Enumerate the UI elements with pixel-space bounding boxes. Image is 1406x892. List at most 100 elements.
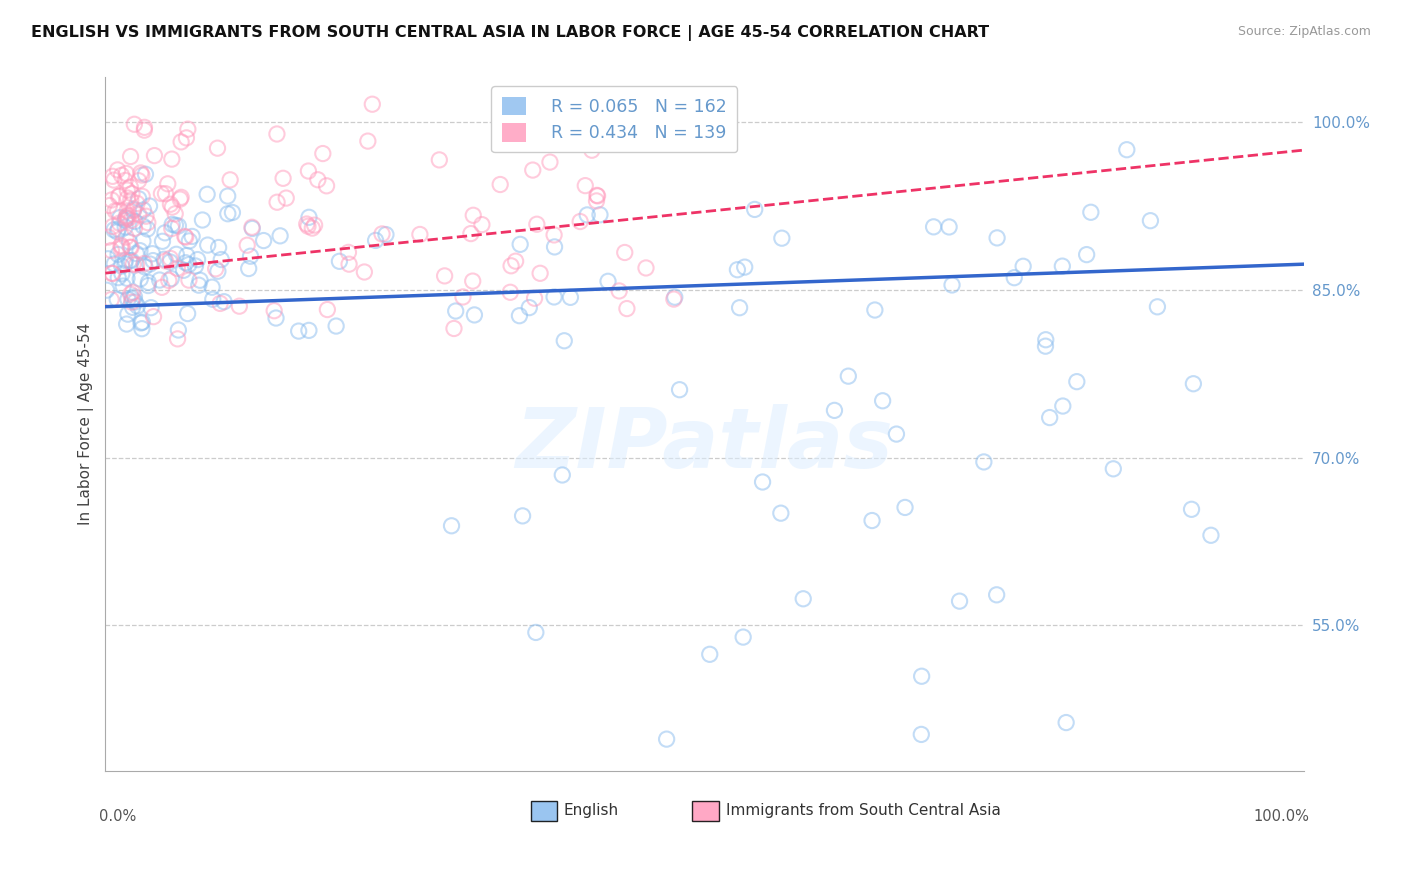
Point — [543, 290, 565, 304]
Point — [120, 240, 142, 254]
Point — [142, 310, 165, 324]
Point — [523, 291, 546, 305]
Point — [195, 187, 218, 202]
Point — [489, 178, 512, 192]
Point — [115, 203, 138, 218]
Point — [298, 211, 321, 225]
Point — [271, 171, 294, 186]
Point — [328, 254, 350, 268]
Point — [569, 214, 592, 228]
Point — [1066, 375, 1088, 389]
Point — [353, 265, 375, 279]
Point — [581, 143, 603, 157]
Point — [1199, 528, 1222, 542]
Point — [114, 173, 136, 187]
Point — [553, 334, 575, 348]
Point — [187, 252, 209, 267]
Point — [207, 141, 229, 155]
Point — [941, 277, 963, 292]
Point — [217, 207, 239, 221]
Point — [668, 383, 690, 397]
Point — [134, 120, 156, 135]
Point — [165, 247, 187, 261]
Point — [155, 186, 177, 201]
Point — [149, 273, 172, 287]
Point — [117, 191, 139, 205]
Point — [517, 301, 540, 315]
Point — [576, 208, 599, 222]
Point — [863, 303, 886, 318]
Point — [107, 204, 129, 219]
Point — [769, 506, 792, 520]
Point — [115, 166, 138, 180]
Point — [744, 202, 766, 217]
Point — [316, 302, 339, 317]
Point — [115, 210, 138, 224]
Point — [1115, 143, 1137, 157]
Point — [111, 259, 134, 273]
Point — [529, 266, 551, 280]
Point — [139, 257, 162, 271]
Point — [371, 227, 394, 241]
Point — [219, 173, 242, 187]
Point — [159, 197, 181, 211]
Point — [108, 188, 131, 202]
Point — [886, 427, 908, 442]
Point — [97, 230, 120, 244]
Point — [204, 261, 226, 276]
Point — [524, 625, 547, 640]
Point — [551, 467, 574, 482]
Point — [114, 219, 136, 234]
Point — [139, 301, 162, 315]
Point — [97, 252, 120, 266]
Point — [451, 290, 474, 304]
Point — [986, 231, 1008, 245]
Text: ENGLISH VS IMMIGRANTS FROM SOUTH CENTRAL ASIA IN LABOR FORCE | AGE 45-54 CORRELA: ENGLISH VS IMMIGRANTS FROM SOUTH CENTRAL… — [31, 25, 988, 41]
Point — [176, 131, 198, 145]
Point — [1054, 715, 1077, 730]
Point — [117, 209, 139, 223]
Point — [127, 299, 149, 313]
Text: Immigrants from South Central Asia: Immigrants from South Central Asia — [725, 804, 1001, 819]
Point — [463, 308, 485, 322]
Point — [120, 180, 142, 194]
Point — [169, 192, 191, 206]
Point — [894, 500, 917, 515]
Point — [124, 294, 146, 309]
Point — [443, 321, 465, 335]
Point — [238, 261, 260, 276]
Point — [228, 299, 250, 313]
Point — [117, 183, 139, 197]
Point — [98, 198, 121, 212]
Point — [409, 227, 432, 242]
Point — [522, 163, 544, 178]
Point — [337, 245, 360, 260]
Point — [201, 293, 224, 307]
Point — [301, 221, 323, 235]
Point — [505, 254, 527, 268]
Point — [586, 188, 609, 202]
Point — [131, 315, 153, 329]
Point — [103, 223, 125, 237]
Point — [160, 271, 183, 285]
Point — [152, 235, 174, 249]
Point — [118, 253, 141, 268]
Point — [1002, 270, 1025, 285]
Point — [138, 276, 160, 290]
Point — [1182, 376, 1205, 391]
Point — [948, 594, 970, 608]
Point — [125, 258, 148, 272]
Point — [101, 219, 124, 234]
Point — [100, 244, 122, 258]
Point — [239, 249, 262, 263]
Point — [160, 218, 183, 232]
Point — [177, 258, 200, 272]
Point — [655, 732, 678, 747]
Point — [165, 218, 187, 232]
Point — [107, 162, 129, 177]
Point — [120, 240, 142, 254]
Point — [221, 205, 243, 219]
Point — [108, 211, 131, 225]
Legend:   R = 0.065   N = 162,   R = 0.434   N = 139: R = 0.065 N = 162, R = 0.434 N = 139 — [492, 87, 737, 153]
Point — [616, 301, 638, 316]
